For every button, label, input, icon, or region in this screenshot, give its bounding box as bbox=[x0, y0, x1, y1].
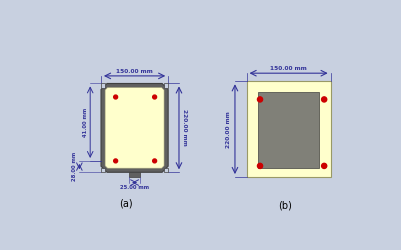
Bar bbox=[101, 84, 105, 88]
Bar bbox=[129, 172, 140, 177]
Text: (b): (b) bbox=[278, 200, 292, 210]
Text: 220.00 mm: 220.00 mm bbox=[182, 110, 187, 146]
Circle shape bbox=[257, 97, 263, 102]
Text: 25.00 mm: 25.00 mm bbox=[120, 185, 149, 190]
Text: (a): (a) bbox=[119, 198, 133, 208]
Circle shape bbox=[114, 95, 117, 99]
Bar bbox=[258, 92, 319, 168]
Text: 41.00 mm: 41.00 mm bbox=[83, 108, 88, 137]
Bar bbox=[164, 168, 168, 172]
Circle shape bbox=[153, 95, 156, 99]
Circle shape bbox=[153, 159, 156, 163]
Polygon shape bbox=[105, 88, 164, 168]
Bar bbox=[164, 84, 168, 88]
Circle shape bbox=[322, 97, 327, 102]
Bar bbox=[247, 81, 330, 177]
Text: 150.00 mm: 150.00 mm bbox=[270, 66, 307, 71]
Polygon shape bbox=[101, 84, 168, 172]
Bar bbox=[101, 168, 105, 172]
Text: 28.00 mm: 28.00 mm bbox=[72, 152, 77, 181]
Circle shape bbox=[322, 163, 327, 168]
Text: 220.00 mm: 220.00 mm bbox=[226, 111, 231, 148]
Circle shape bbox=[257, 163, 263, 168]
Circle shape bbox=[114, 159, 117, 163]
Text: 150.00 mm: 150.00 mm bbox=[116, 69, 153, 74]
